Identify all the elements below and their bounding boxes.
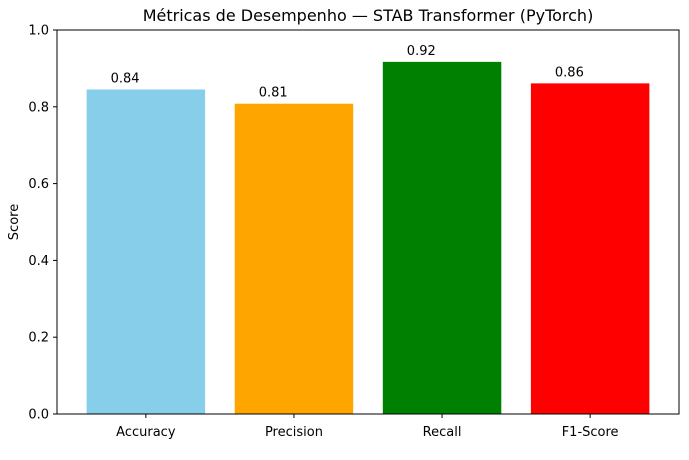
data-label: 0.81 bbox=[259, 86, 288, 101]
y-tick-label: 1.0 bbox=[28, 24, 49, 39]
bar-accuracy bbox=[86, 89, 206, 415]
data-label: 0.84 bbox=[111, 72, 140, 87]
y-tick-label: 0.2 bbox=[28, 331, 49, 346]
axes-frame bbox=[56, 29, 680, 415]
x-tick-label: Precision bbox=[265, 425, 323, 440]
x-tick-label: F1-Score bbox=[562, 425, 619, 440]
data-label: 0.86 bbox=[555, 65, 584, 80]
y-tick-label: 0.0 bbox=[28, 408, 49, 423]
y-axis-label: Score bbox=[7, 204, 22, 240]
bar-precision bbox=[234, 103, 354, 414]
y-tick-label: 0.6 bbox=[28, 177, 49, 192]
y-tick-label: 0.4 bbox=[28, 254, 49, 269]
chart-title: Métricas de Desempenho — STAB Transforme… bbox=[143, 6, 594, 25]
bar-f1-score bbox=[530, 83, 650, 414]
y-tick-label: 0.8 bbox=[28, 100, 49, 115]
plot-area: 0.84 Accuracy 0.81 Precision 0.92 Recall 0.86 F… bbox=[28, 24, 680, 440]
bar-recall bbox=[382, 61, 502, 415]
data-label: 0.92 bbox=[407, 44, 436, 59]
x-tick-label: Recall bbox=[423, 425, 462, 440]
x-tick-label: Accuracy bbox=[116, 425, 176, 440]
